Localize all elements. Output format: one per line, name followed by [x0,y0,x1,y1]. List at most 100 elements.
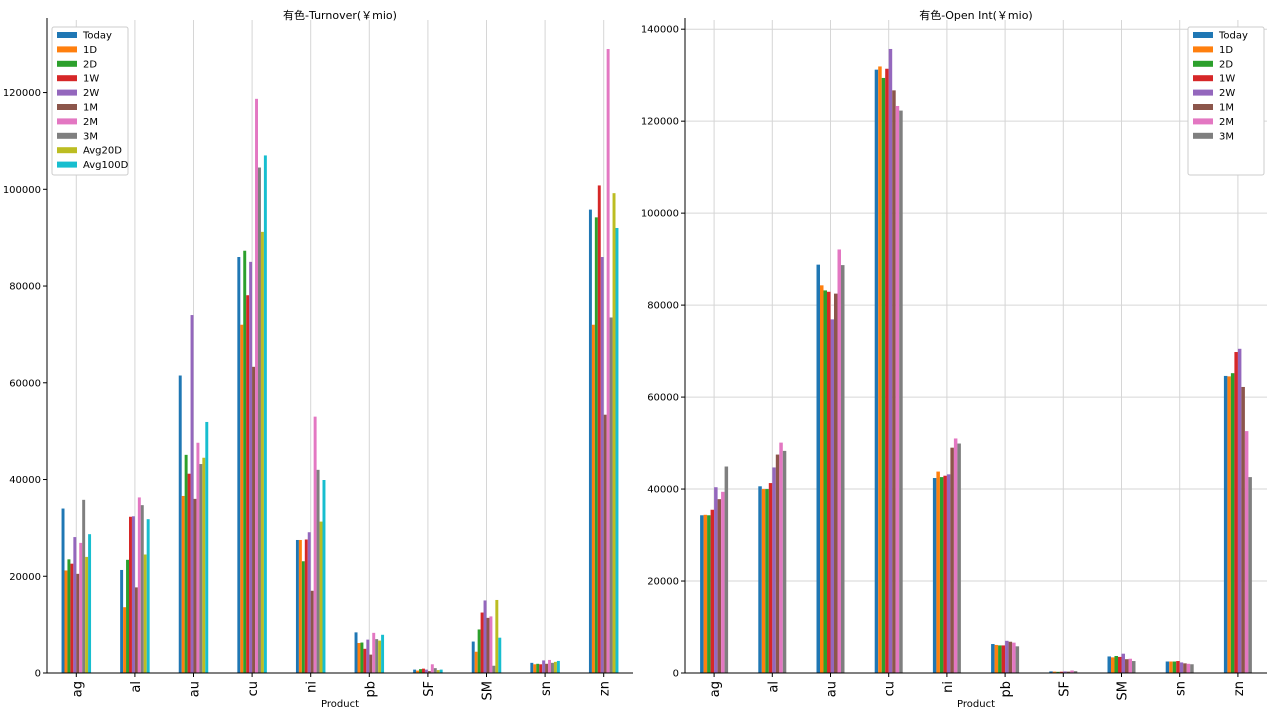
bar-1M-sn [1183,663,1187,673]
bar-1M-cu [252,366,256,673]
x-tick-label: al [766,681,781,693]
bar-3M-zn [1248,477,1252,673]
chart-panel-1: 0 20000 40000 60000 80000 100000 120000 ag al au c… [3,8,633,710]
bar-Today-au [816,264,820,673]
legend-label: 1W [83,74,99,85]
series-2D [67,217,598,674]
x-tick-label: ni [941,681,956,693]
bar-1W-zn [1234,352,1238,673]
bar-2M-SF [430,664,434,673]
bar-1W-SF [422,668,425,673]
bar-Avg20D-al [143,554,147,673]
series-1D [703,66,1231,673]
bar-2W-al [131,516,135,673]
bar-2M-zn [606,49,610,673]
x-tick-label: sn [1174,681,1189,696]
legend: Today 1D 2D 1W 2W 1M 2M 3M [1187,26,1265,176]
legend-swatch [57,104,77,110]
legend-label: 1M [83,103,98,114]
bar-3M-cu [258,167,261,673]
legend-swatch [57,46,77,53]
series-2W [73,257,604,673]
legend-label: 2M [1219,117,1234,128]
x-tick-label: pb [999,681,1014,698]
bar-Avg100D-sn [556,660,560,673]
bar-1M-sn [545,663,549,673]
bar-3M-SF [433,668,437,673]
bar-1M-pb [1008,641,1013,673]
bar-2D-zn [1230,373,1235,673]
bar-2W-ni [946,474,951,673]
bar-1D-ag [703,514,708,673]
bar-3M-ag [724,466,729,673]
bar-2D-ni [939,477,944,673]
bar-1W-al [768,483,773,673]
series-2M [79,49,610,674]
x-tick-label: zn [598,681,613,696]
bar-2W-ag [714,487,718,673]
series-1M [76,366,607,673]
bar-Avg20D-pb [378,640,382,673]
bar-1M-cu [892,90,896,674]
bar-Avg20D-zn [612,193,616,674]
legend-swatch [57,132,77,139]
y-tick-label: 20000 [647,577,679,588]
bar-Today-pb [991,644,995,673]
bar-1D-pb [357,643,361,673]
bar-2D-cu [881,77,886,673]
bar-3M-ni [316,469,320,673]
legend-swatch [57,147,77,154]
bar-1M-au [193,498,197,673]
bar-1M-al [775,454,780,673]
bar-1W-SM [1118,656,1122,673]
bar-1D-SM [474,651,478,673]
bar-1W-zn [597,185,601,673]
bar-1D-ni [936,471,940,673]
x-tick-label: SF [1057,681,1072,697]
x-tick-label: SM [481,681,496,700]
y-tick-label: 80000 [9,282,41,293]
bar-Avg20D-cu [260,231,264,674]
bar-2D-au [823,290,827,673]
legend: Today 1D 2D 1W 2W 1M 2M 3M Avg20D Avg100D [51,26,129,176]
bar-2M-al [779,442,783,673]
x-tick-label: SM [1116,681,1131,700]
bar-2M-pb [372,632,376,673]
legend-label: 2D [83,59,97,70]
bar-Today-SF [413,669,417,673]
bar-3M-au [199,464,203,673]
legend-label: 2W [83,88,99,99]
bar-2W-SM [1121,653,1125,673]
bar-1M-pb [369,654,373,673]
legend-label: Today [82,31,112,42]
bar-2D-SF [419,669,422,673]
y-tick-label: 20000 [9,572,41,583]
legend-label: Avg20D [83,146,122,157]
bar-Today-sn [530,662,534,673]
bar-2W-SF [1063,671,1067,673]
bar-2M-ni [953,438,958,673]
x-tick-label: au [188,681,203,697]
bar-2W-cu [249,261,253,673]
bar-1M-au [834,293,838,673]
bar-Avg100D-SF [439,669,443,673]
bar-2D-zn [594,217,598,673]
bar-1M-zn [603,414,607,673]
bar-Today-ni [295,539,299,673]
bar-3M-al [140,505,144,673]
bar-3M-zn [609,317,613,673]
chart-panel-2: 0 20000 40000 60000 80000 100000 120000 140000 a… [641,8,1267,710]
bar-1W-sn [1176,661,1180,673]
bar-2D-sn [536,663,540,673]
bar-Avg100D-zn [615,227,619,674]
legend-swatch [1193,132,1213,139]
bar-Avg20D-sn [553,661,557,673]
bar-Today-au [178,375,182,673]
bar-1D-au [820,285,824,673]
bar-2M-cu [895,105,900,674]
bar-1D-ni [298,539,302,673]
bar-2D-ni [301,561,305,673]
y-tick-label: 120000 [641,117,679,128]
bar-3M-SM [1132,661,1136,673]
bar-2D-cu [243,250,247,674]
